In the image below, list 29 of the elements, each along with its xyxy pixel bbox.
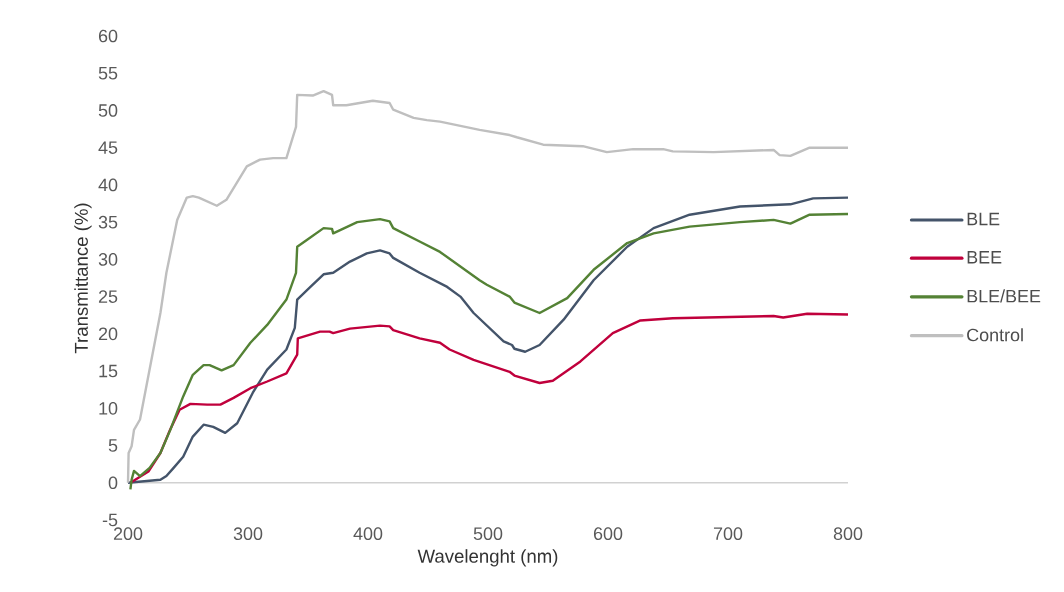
x-axis-title: Wavelenght (nm) (417, 549, 558, 567)
y-tick-label: 15 (99, 364, 118, 378)
y-tick-label: 30 (98, 253, 118, 266)
x-tick-label: 200 (113, 527, 143, 541)
x-tick-label: 700 (713, 527, 743, 541)
y-tick-label: 40 (98, 178, 118, 192)
y-tick-label: -5 (102, 513, 118, 527)
x-tick-label: 600 (593, 527, 623, 541)
y-tick-label: 60 (98, 29, 118, 43)
y-tick-label: 50 (98, 104, 118, 117)
x-tick-label: 500 (473, 527, 503, 541)
y-tick-label: 10 (99, 401, 118, 415)
y-tick-label: 45 (98, 141, 118, 154)
y-axis-title: Transmittance (%) (74, 203, 92, 354)
y-tick-label: 55 (98, 66, 118, 80)
legend-label: Control (967, 328, 1023, 342)
y-tick-label: 5 (108, 439, 118, 452)
y-tick-label: 35 (98, 215, 118, 229)
legend-label: BLE (967, 212, 1000, 226)
legend-label: BLE/BEE (967, 289, 1041, 303)
line-series (126, 89, 850, 484)
x-tick-label: 300 (233, 527, 263, 541)
x-tick-label: 800 (833, 527, 863, 541)
x-tick-label: 400 (353, 527, 383, 541)
line-series (129, 312, 850, 484)
y-tick-label: 20 (98, 327, 118, 341)
y-tick-label: 0 (108, 476, 118, 490)
legend-label: BEE (967, 251, 1002, 264)
y-tick-label: 25 (98, 290, 118, 303)
